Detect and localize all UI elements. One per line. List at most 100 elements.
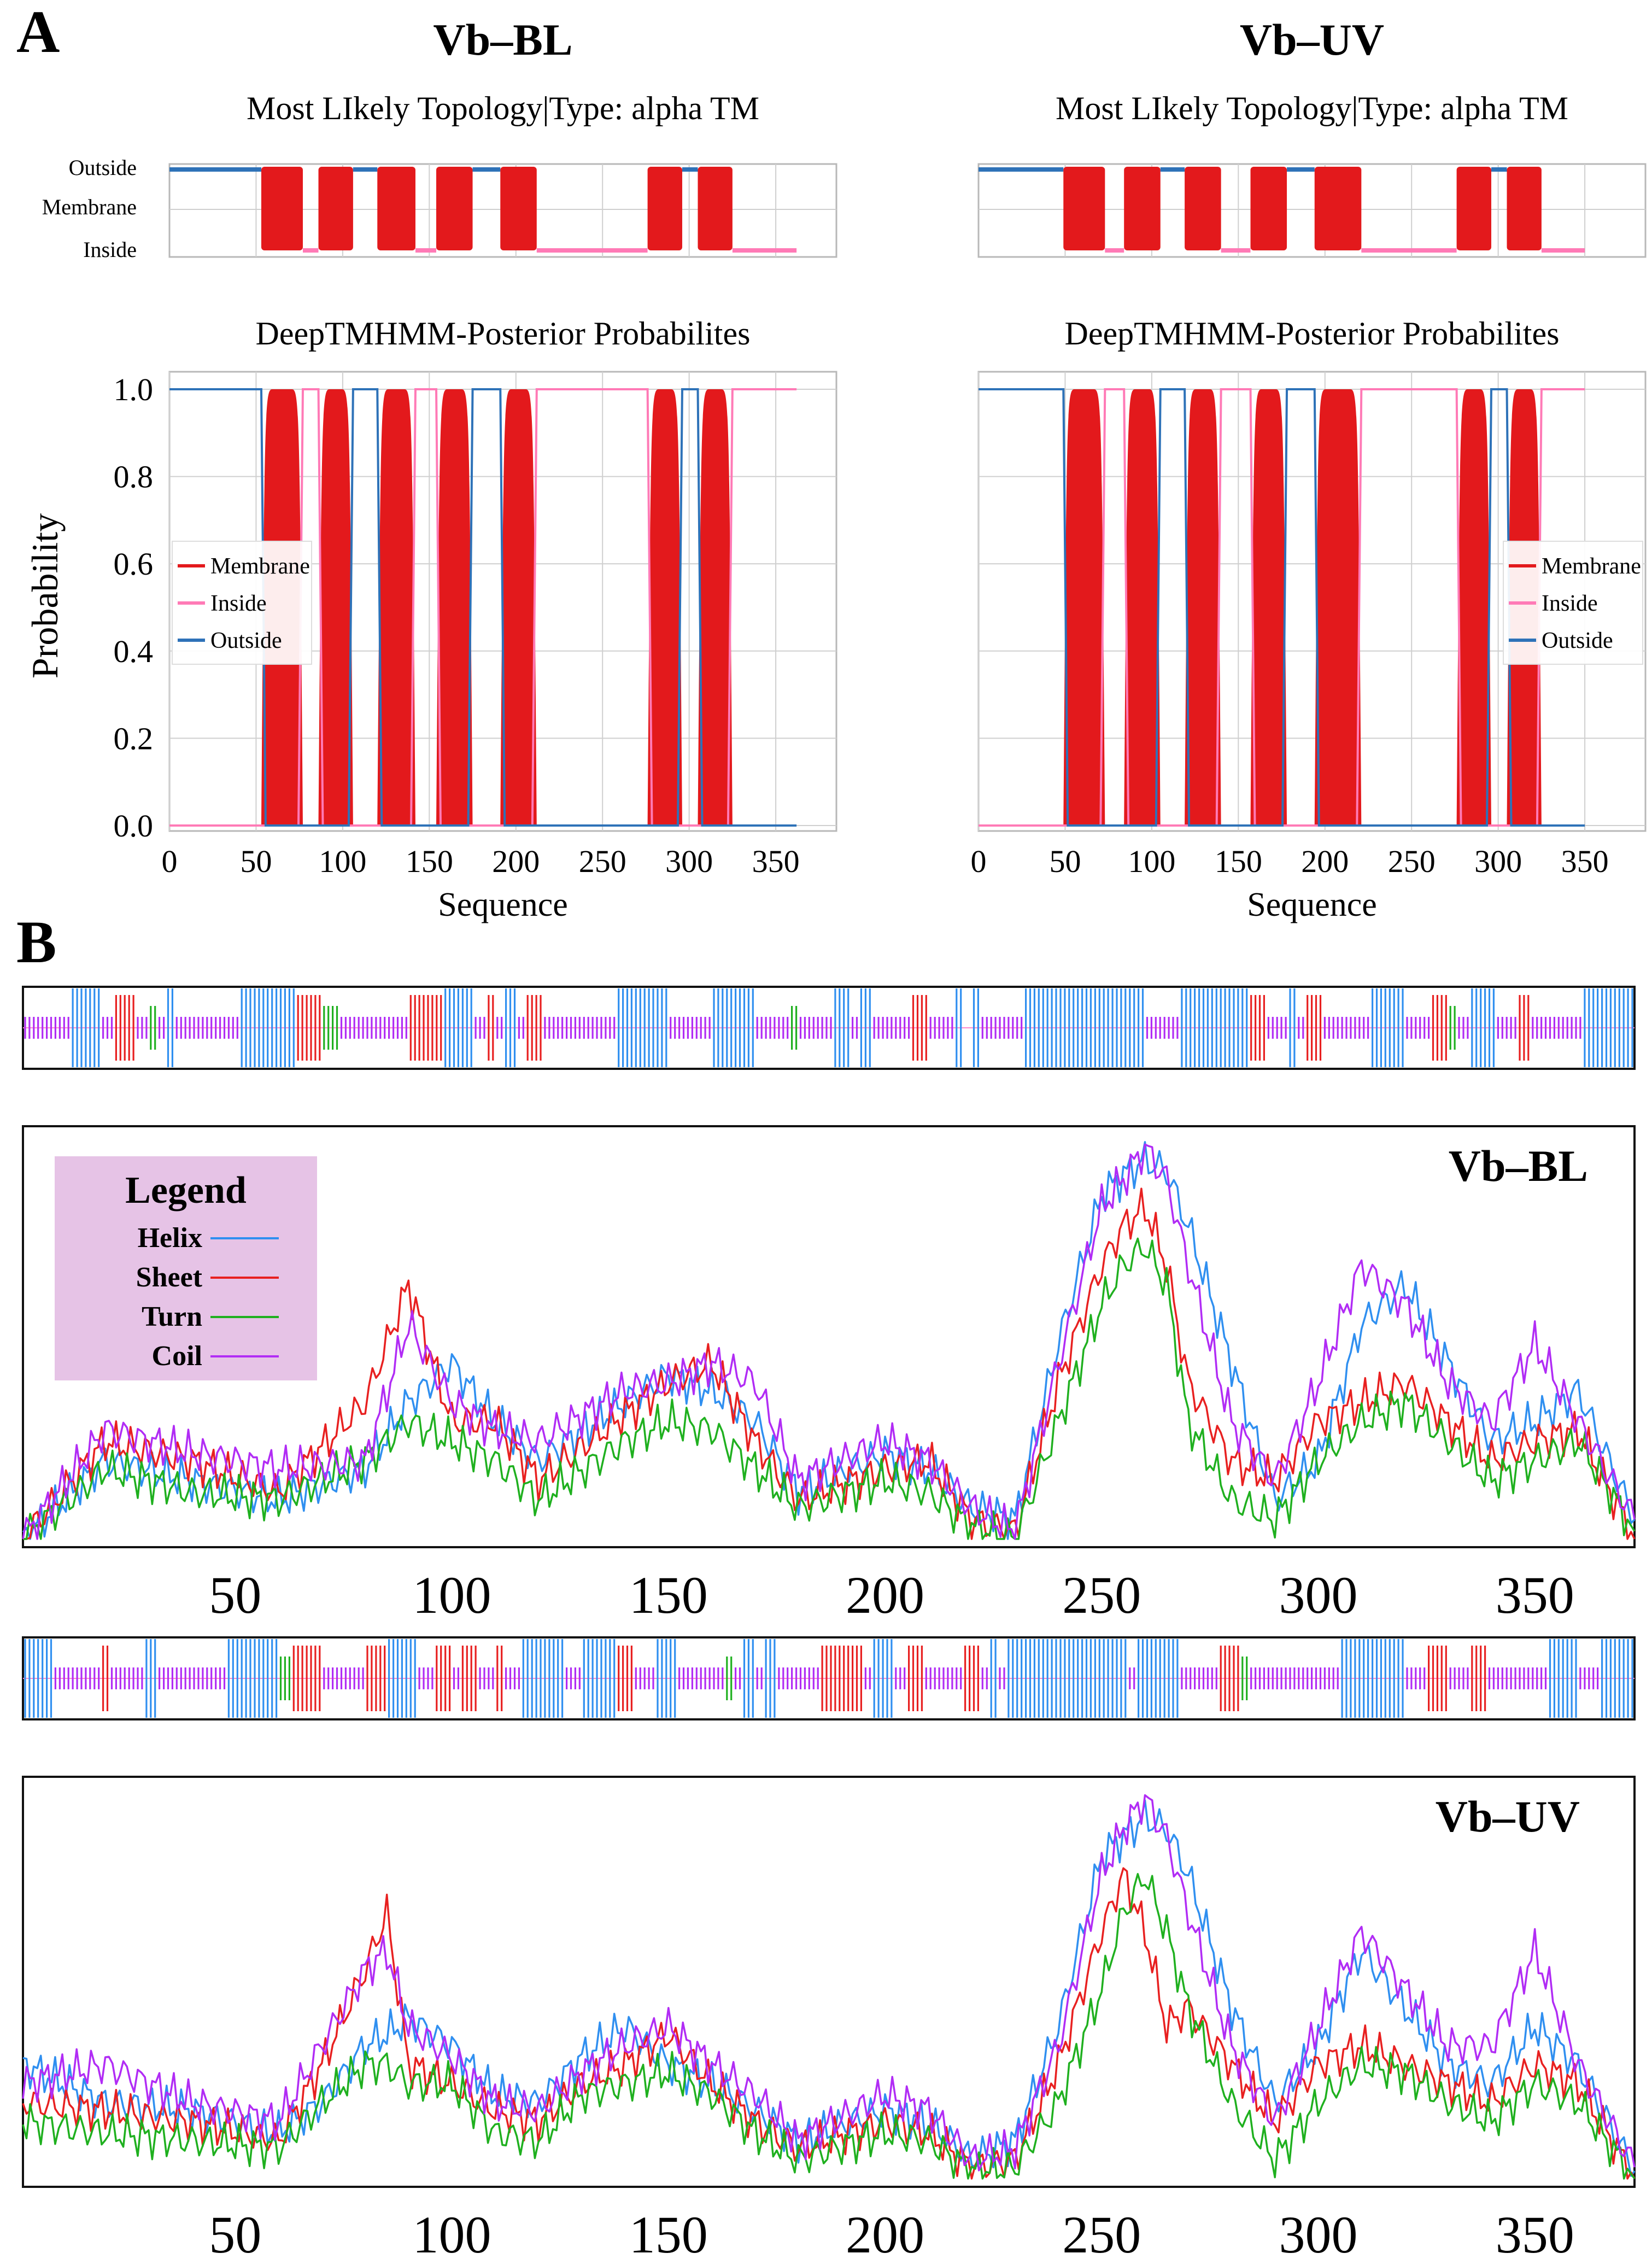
vb-uv-ytick-label: 0.6: [923, 546, 963, 582]
vb-bl-legend-label-inside: Inside: [210, 591, 267, 616]
vb-bl-ss-segment-helix: [1289, 988, 1296, 1067]
vb-uv-ss-segment-helix: [583, 1639, 616, 1718]
vb-uv-profile-xtick-label: 300: [1279, 2205, 1357, 2264]
vb-bl-ss-segment-coil: [1458, 1017, 1469, 1039]
vb-bl-ss-segment-coil: [1497, 1017, 1516, 1039]
vb-uv-title: Vb–UV: [1240, 15, 1384, 65]
vb-uv-topology-tm-segment: [1250, 167, 1287, 250]
vb-uv-ss-segment-sheet: [436, 1646, 451, 1711]
vb-bl-secondary-structure-bar: [22, 986, 1636, 1070]
vb-bl-ss-segment-sheet: [297, 995, 321, 1061]
vb-uv-posterior-membrane-area: [1250, 389, 1287, 826]
vb-bl-ss-segment-sheet: [1307, 995, 1322, 1061]
vb-uv-xtick-label: 100: [1128, 844, 1175, 879]
vb-bl-profile-title: Vb–BL: [1449, 1141, 1588, 1191]
vb-bl-ss-segment-coil: [474, 1017, 485, 1039]
vb-bl-ss-segment-coil: [1532, 1017, 1581, 1039]
vb-uv-secondary-structure-bar: [22, 1636, 1636, 1720]
vb-uv-ss-segment-helix: [388, 1639, 416, 1718]
vb-bl-profile-xtick-label: 250: [1062, 1566, 1141, 1624]
vb-bl-ss-segment-coil: [670, 1017, 711, 1039]
vb-bl-posterior-membrane-area: [500, 389, 537, 826]
vb-uv-ss-segment-helix: [227, 1639, 278, 1718]
vb-uv-ss-segment-helix: [145, 1639, 156, 1718]
vb-uv-ss-segment-helix: [522, 1639, 564, 1718]
vb-bl-profile-xtick-label: 200: [846, 1566, 924, 1624]
vb-uv-ss-segment-helix: [990, 1639, 997, 1718]
vb-bl-xlabel: Sequence: [438, 886, 568, 923]
vb-uv-profile-xtick-label: 100: [413, 2205, 491, 2264]
vb-bl-profile-chart: Vb–BL 50 100 150 200 250 300 350 Legend Helix Shee…: [22, 1125, 1636, 1624]
vb-uv-ss-segment-coil: [1181, 1667, 1217, 1689]
vb-uv-xtick-label: 0: [971, 844, 987, 879]
vb-bl-ss-segment-coil: [496, 1017, 503, 1039]
vb-bl-ss-segment-coil: [137, 1017, 148, 1039]
vb-uv-topology-column: Vb–UV Most LIkely Topology|Type: alpha TM…: [923, 15, 1647, 923]
vb-bl-topology-tm-segment: [436, 167, 473, 250]
vb-bl-ss-segment-sheet: [115, 995, 134, 1061]
vb-uv-legend-label-inside: Inside: [1542, 591, 1598, 616]
vb-bl-xtick-label: 350: [752, 844, 800, 879]
vb-bl-ss-segment-coil: [24, 1017, 69, 1039]
vb-bl-posterior-membrane-area: [647, 389, 682, 826]
vb-uv-ss-segment-sheet: [461, 1646, 477, 1711]
vb-bl-ytick-label: 0.6: [114, 546, 154, 582]
vb-bl-topology-tm-segment: [647, 167, 682, 250]
topology-row-label-membrane: Membrane: [42, 195, 137, 219]
vb-uv-ss-segment-coil: [418, 1667, 433, 1689]
vb-bl-ytick-label: 0.0: [114, 808, 154, 844]
vb-bl-posterior-outside-line: [169, 388, 797, 827]
vb-bl-ss-segment-helix: [973, 988, 979, 1067]
profile-legend-title: Legend: [125, 1169, 247, 1211]
vb-uv-xtick-label: 150: [1215, 844, 1262, 879]
vb-bl-ss-segment-coil: [873, 1017, 910, 1039]
vb-bl-posterior-membrane-area: [698, 389, 733, 826]
vb-uv-ss-segment-helix: [1601, 1639, 1633, 1718]
vb-uv-ss-segment-sheet: [821, 1646, 862, 1711]
vb-bl-ss-segment-coil: [1267, 1017, 1287, 1039]
vb-bl-ss-segment-helix: [956, 988, 962, 1067]
vb-uv-ss-segment-helix: [657, 1639, 676, 1718]
vb-uv-profile-chart: Vb–UV 50 100 150 200 250 300 350: [22, 1776, 1636, 2264]
vb-bl-ss-segment-turn: [1449, 1006, 1456, 1050]
vb-bl-ytick-label: 0.8: [114, 459, 154, 495]
vb-bl-posterior-membrane-area: [436, 389, 473, 826]
vb-uv-topology-tm-segment: [1507, 167, 1542, 250]
vb-uv-ss-segment-coil: [479, 1667, 494, 1689]
vb-uv-ytick-label: 0.8: [923, 459, 963, 495]
vb-bl-ss-segment-helix: [618, 988, 667, 1067]
vb-bl-ss-segment-helix: [1471, 988, 1495, 1067]
vb-uv-profile-xtick-label: 50: [209, 2205, 261, 2264]
vb-bl-topology-column: Vb–BL Most LIkely Topology|Type: alpha TM…: [24, 15, 837, 923]
vb-bl-ss-segment-helix: [834, 988, 850, 1067]
vb-bl-ss-segment-sheet: [1432, 995, 1447, 1061]
vb-bl-legend-label-outside: Outside: [210, 628, 282, 653]
vb-uv-ss-segment-helix: [1341, 1639, 1404, 1718]
vb-uv-topology-tm-segment: [1185, 167, 1221, 250]
vb-bl-xtick-label: 50: [240, 844, 272, 879]
vb-bl-ss-segment-helix: [241, 988, 295, 1067]
panel-b-label: B: [16, 909, 56, 975]
vb-uv-posterior-title: DeepTMHMM-Posterior Probabilites: [1065, 315, 1560, 352]
vb-uv-ss-segment-sheet: [1220, 1646, 1239, 1711]
vb-uv-ss-segment-sheet: [1471, 1646, 1486, 1711]
vb-uv-ss-segment-coil: [505, 1667, 520, 1689]
vb-bl-xtick-label: 250: [579, 844, 626, 879]
topology-row-label-outside: Outside: [69, 155, 137, 180]
vb-uv-ss-segment-helix: [1138, 1639, 1179, 1718]
vb-bl-topology-title: Most LIkely Topology|Type: alpha TM: [247, 90, 759, 126]
vb-bl-ss-segment-helix: [1181, 988, 1248, 1067]
vb-uv-xtick-label: 50: [1049, 844, 1081, 879]
vb-bl-ytick-label: 1.0: [114, 372, 154, 407]
vb-uv-ss-segment-turn: [726, 1657, 733, 1700]
vb-uv-ss-segment-coil: [54, 1667, 100, 1689]
vb-uv-ss-segment-coil: [925, 1667, 962, 1689]
vb-bl-profile-xtick-label: 50: [209, 1566, 261, 1624]
vb-bl-ss-segment-coil: [102, 1017, 113, 1039]
vb-uv-ytick-label: 0.4: [923, 634, 963, 669]
vb-uv-posterior-outside-line: [979, 388, 1585, 827]
vb-bl-ss-segment-coil: [159, 1017, 165, 1039]
vb-bl-posterior-title: DeepTMHMM-Posterior Probabilites: [256, 315, 751, 352]
vb-bl-profile-line-turn: [23, 1237, 1636, 1540]
vb-uv-ss-segment-sheet: [292, 1646, 321, 1711]
